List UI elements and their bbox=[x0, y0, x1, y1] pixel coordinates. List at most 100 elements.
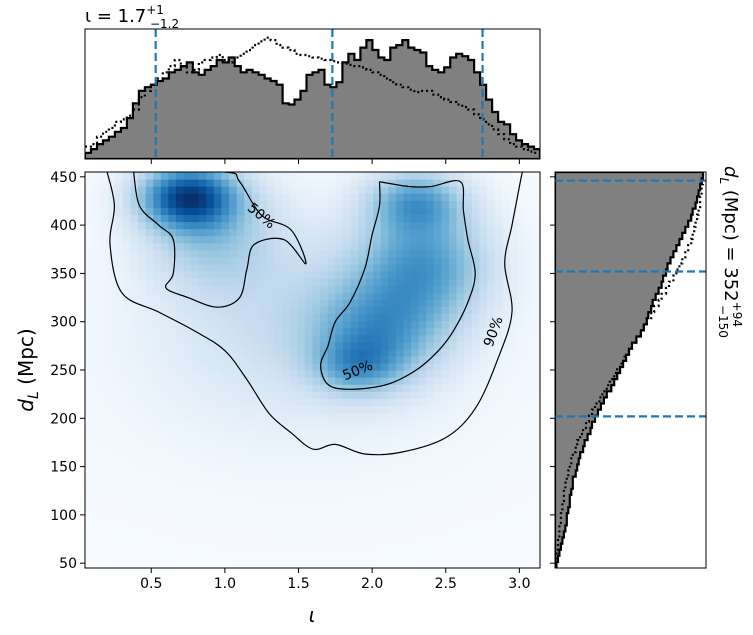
heatmap-cell bbox=[282, 476, 291, 484]
heatmap-cell bbox=[433, 278, 443, 286]
heatmap-cell bbox=[494, 553, 503, 562]
heatmap-cell bbox=[365, 461, 374, 470]
heatmap-cell bbox=[411, 228, 420, 237]
heatmap-cell bbox=[115, 476, 124, 484]
heatmap-cell bbox=[168, 553, 177, 562]
heatmap-cell bbox=[433, 419, 443, 428]
heatmap-cell bbox=[479, 511, 488, 520]
heatmap-cell bbox=[168, 518, 177, 527]
heatmap-cell bbox=[517, 539, 526, 548]
heatmap-cell bbox=[160, 313, 170, 322]
heatmap-cell bbox=[160, 320, 170, 329]
heatmap-cell bbox=[267, 490, 276, 498]
heatmap-cell bbox=[221, 263, 230, 272]
heatmap-cell bbox=[471, 362, 480, 371]
heatmap-cell bbox=[433, 461, 443, 470]
heatmap-cell bbox=[274, 214, 283, 223]
heatmap-cell bbox=[138, 461, 147, 470]
heatmap-cell bbox=[282, 377, 291, 385]
heatmap-cell bbox=[532, 271, 540, 279]
heatmap-cell bbox=[145, 483, 154, 491]
heatmap-cell bbox=[122, 207, 132, 216]
heatmap-cell bbox=[244, 391, 253, 399]
heatmap-cell bbox=[176, 511, 185, 520]
heatmap-cell bbox=[145, 476, 154, 484]
heatmap-cell bbox=[85, 469, 94, 477]
heatmap-cell bbox=[365, 355, 374, 364]
heatmap-cell bbox=[304, 483, 314, 491]
heatmap-cell bbox=[304, 419, 314, 428]
heatmap-cell bbox=[244, 370, 253, 378]
heatmap-cell bbox=[213, 249, 223, 258]
heatmap-cell bbox=[176, 504, 185, 513]
heatmap-cell bbox=[433, 242, 443, 251]
heatmap-cell bbox=[100, 370, 109, 378]
heatmap-cell bbox=[304, 469, 314, 477]
heatmap-cell bbox=[85, 348, 94, 357]
heatmap-cell bbox=[350, 532, 359, 541]
heatmap-cell bbox=[441, 377, 450, 385]
heatmap-cell bbox=[267, 447, 276, 456]
heatmap-cell bbox=[130, 490, 139, 498]
heatmap-cell bbox=[236, 256, 245, 265]
heatmap-cell bbox=[426, 179, 435, 187]
heatmap-cell bbox=[138, 362, 147, 371]
heatmap-cell bbox=[122, 398, 132, 406]
heatmap-cell bbox=[198, 256, 207, 265]
heatmap-cell bbox=[358, 469, 367, 477]
heatmap-cell bbox=[92, 553, 101, 562]
heatmap-cell bbox=[342, 221, 352, 230]
heatmap-cell bbox=[426, 320, 435, 329]
heatmap-cell bbox=[115, 483, 124, 491]
heatmap-cell bbox=[524, 384, 534, 392]
heatmap-cell bbox=[274, 179, 283, 187]
heatmap-cell bbox=[213, 518, 223, 527]
heatmap-cell bbox=[267, 341, 276, 350]
heatmap-cell bbox=[122, 419, 132, 428]
heatmap-cell bbox=[145, 292, 154, 300]
heatmap-cell bbox=[221, 504, 230, 513]
heatmap-cell bbox=[160, 469, 170, 477]
heatmap-cell bbox=[289, 193, 298, 201]
heatmap-cell bbox=[494, 172, 503, 180]
heatmap-cell bbox=[176, 334, 185, 343]
heatmap-cell bbox=[342, 348, 352, 357]
heatmap-cell bbox=[403, 193, 412, 201]
heatmap-cell bbox=[267, 539, 276, 548]
heatmap-cell bbox=[176, 278, 185, 286]
heatmap-cell bbox=[304, 172, 314, 180]
heatmap-cell bbox=[532, 235, 540, 244]
heatmap-cell bbox=[433, 426, 443, 435]
heatmap-cell bbox=[183, 306, 192, 315]
heatmap-cell bbox=[259, 490, 268, 498]
heatmap-cell bbox=[350, 214, 359, 223]
heatmap-cell bbox=[479, 327, 488, 336]
heatmap-cell bbox=[426, 306, 435, 315]
heatmap-cell bbox=[145, 256, 154, 265]
heatmap-cell bbox=[176, 200, 185, 208]
heatmap-cell bbox=[449, 560, 458, 568]
heatmap-cell bbox=[100, 398, 109, 406]
heatmap-cell bbox=[92, 193, 101, 201]
heatmap-cell bbox=[486, 504, 496, 513]
heatmap-cell bbox=[517, 384, 526, 392]
heatmap-cell bbox=[206, 221, 215, 230]
y-tick-label: 150 bbox=[50, 460, 77, 476]
heatmap-cell bbox=[153, 497, 162, 505]
heatmap-cell bbox=[213, 504, 223, 513]
heatmap-cell bbox=[198, 504, 207, 513]
heatmap-cell bbox=[138, 242, 147, 251]
heatmap-cell bbox=[426, 341, 435, 350]
heatmap-cell bbox=[251, 263, 261, 272]
heatmap-cell bbox=[289, 476, 298, 484]
heatmap-cell bbox=[122, 497, 132, 505]
heatmap-cell bbox=[342, 476, 352, 484]
heatmap-cell bbox=[494, 249, 503, 258]
heatmap-cell bbox=[479, 186, 488, 194]
heatmap-cell bbox=[221, 172, 230, 180]
heatmap-cell bbox=[312, 490, 321, 498]
heatmap-cell bbox=[358, 334, 367, 343]
heatmap-cell bbox=[449, 200, 458, 208]
heatmap-cell bbox=[244, 186, 253, 194]
heatmap-cell bbox=[274, 172, 283, 180]
